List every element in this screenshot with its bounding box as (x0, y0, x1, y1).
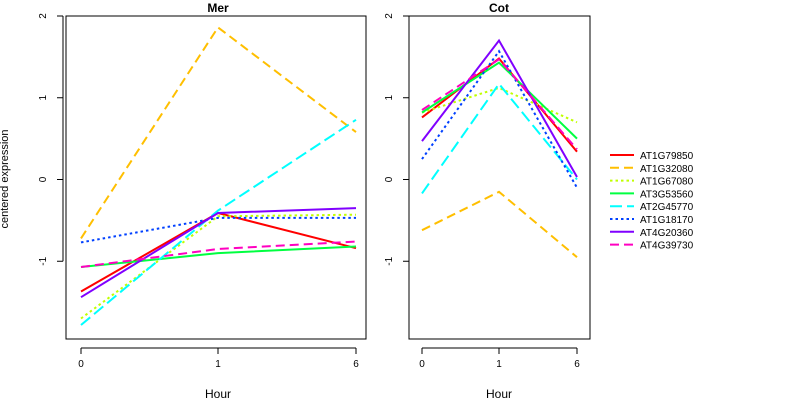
y-tick-label: 2 (38, 13, 49, 19)
legend-label: AT4G20360 (640, 228, 694, 239)
series-line-at1g18170 (80, 216, 356, 244)
x-tick-label: 1 (215, 359, 221, 370)
x-tick-label: 1 (496, 359, 502, 370)
series-line-at4g20360 (80, 207, 357, 299)
x-tick-label: 6 (574, 359, 580, 370)
legend-label: AT1G79850 (640, 151, 694, 162)
series-line-at4g39730 (421, 57, 578, 150)
panel-title: Mer (207, 1, 229, 15)
x-tick-label: 0 (78, 359, 84, 370)
y-tick-label: 2 (384, 13, 395, 19)
y-axis-label: centered expression (0, 129, 11, 228)
panel-title: Cot (489, 1, 509, 15)
legend-label: AT4G39730 (640, 241, 694, 252)
x-axis-label: Hour (205, 387, 231, 400)
y-tick-label: -1 (384, 256, 395, 265)
series-line-at1g32080 (80, 25, 357, 239)
series-line-at1g18170 (421, 49, 578, 189)
panel-cot: Cot Hour 0 1 6 2 1 0 -1 (384, 1, 591, 400)
series-line-at4g39730 (80, 240, 357, 268)
series-line-at1g67080 (80, 213, 357, 320)
series-line-at1g32080 (421, 190, 578, 258)
series-line-at4g20360 (421, 38, 578, 178)
plot-frame (65, 15, 367, 340)
series-line-at1g67080 (421, 86, 578, 124)
y-tick-label: 1 (384, 95, 395, 101)
y-tick-label: -1 (38, 256, 49, 265)
x-tick-label: 0 (419, 359, 425, 370)
series-line-at3g53560 (421, 61, 578, 140)
legend-label: AT3G53560 (640, 189, 694, 200)
y-tick-label: 0 (38, 176, 49, 182)
panel-mer: Mer Hour 0 1 6 2 1 0 -1 (38, 1, 367, 400)
legend-label: AT2G45770 (640, 202, 694, 213)
legend-label: AT1G67080 (640, 177, 694, 188)
x-tick-label: 6 (353, 359, 359, 370)
y-tick-label: 1 (38, 95, 49, 101)
y-tick-label: 0 (384, 176, 395, 182)
series-line-at2g45770 (421, 82, 578, 194)
x-axis-label: Hour (486, 387, 512, 400)
series-line-at3g53560 (80, 245, 357, 268)
legend-label: AT1G18170 (640, 215, 694, 226)
legend-label: AT1G32080 (640, 164, 694, 175)
series-line-at2g45770 (80, 118, 357, 326)
